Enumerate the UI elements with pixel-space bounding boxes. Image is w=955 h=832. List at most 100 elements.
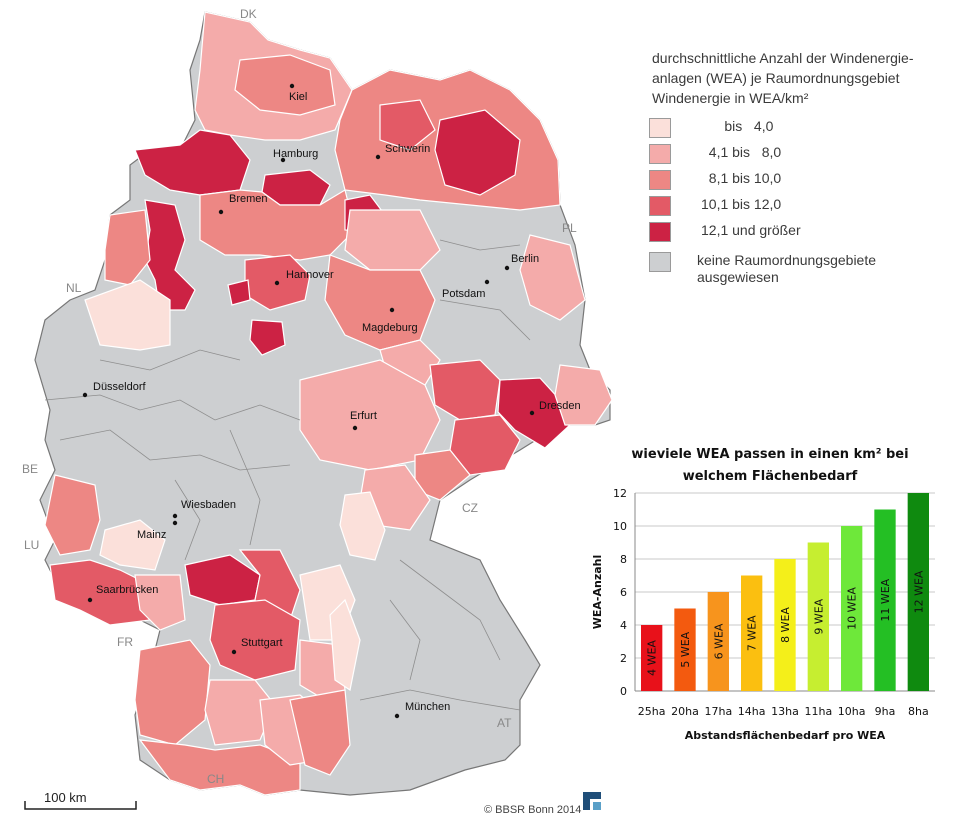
legend-title: durchschnittliche Anzahl der Windenergie… (652, 50, 914, 106)
city-label-wiesbaden: Wiesbaden (181, 499, 236, 511)
city-label-berlin: Berlin (511, 253, 539, 265)
city-label-saarbruecken: Saarbrücken (96, 584, 158, 596)
country-label-be: BE (22, 462, 38, 476)
district-boundaries (44, 239, 531, 711)
bar-label: 10 WEA (846, 587, 859, 630)
region-vorpommern (434, 109, 521, 196)
y-tick-label: 4 (620, 619, 627, 632)
legend-label-2: 4,1 bis 8,0 (701, 144, 782, 160)
x-tick-label: 20ha (671, 705, 699, 718)
city-label-stuttgart: Stuttgart (241, 637, 283, 649)
country-label-fr: FR (117, 635, 133, 649)
y-tick-label: 8 (620, 553, 627, 566)
region-brandenburg-east (519, 234, 586, 321)
region-baden-south (134, 639, 211, 746)
bar (741, 575, 763, 691)
legend-swatch-4 (649, 196, 671, 216)
bar (907, 493, 929, 691)
bar-label: 11 WEA (879, 578, 892, 621)
scalebar-label: 100 km (44, 790, 87, 805)
legend-label-4: 10,1 bis 12,0 (701, 196, 782, 212)
legend-swatch-6 (649, 252, 671, 272)
region-hochrhein (138, 739, 301, 796)
city-label-potsdam: Potsdam (442, 288, 485, 300)
region-stuttgart (209, 599, 301, 681)
region-mainz (99, 519, 166, 571)
region-layer (44, 11, 613, 796)
legend-swatch-5 (649, 222, 671, 242)
city-label-hannover: Hannover (286, 269, 334, 281)
scalebar (24, 801, 137, 810)
x-tick-label: 25ha (638, 705, 666, 718)
copyright-text: © BBSR Bonn 2014 (484, 804, 582, 816)
bar (807, 542, 829, 691)
city-label-schwerin: Schwerin (385, 143, 430, 155)
bar-label: 5 WEA (679, 631, 692, 667)
legend-label-6: keine Raumordnungsgebiete ausgewiesen (697, 252, 877, 285)
country-label-ch: CH (207, 772, 224, 786)
city-label-mainz: Mainz (137, 529, 166, 541)
bar (874, 509, 896, 691)
region-oberlausitz (554, 364, 613, 426)
region-kiel (234, 54, 336, 116)
country-label-dk: DK (240, 7, 257, 21)
legend-label-1: bis 4,0 (701, 118, 774, 134)
y-tick-label: 10 (613, 520, 627, 533)
bar (707, 592, 729, 691)
region-schwarzwald (204, 679, 276, 746)
city-label-bremen: Bremen (229, 193, 268, 205)
city-label-erfurt: Erfurt (350, 410, 377, 422)
x-tick-label: 13ha (771, 705, 799, 718)
y-axis-title: WEA-Anzahl (591, 555, 604, 630)
legend-label-3: 8,1 bis 10,0 (701, 170, 782, 186)
x-tick-label: 11ha (804, 705, 832, 718)
x-tick-label: 9ha (875, 705, 896, 718)
country-label-nl: NL (66, 281, 82, 295)
city-label-kiel: Kiel (289, 91, 307, 103)
region-hildesheim (249, 319, 286, 356)
chart-title: wieviele WEA passen in einen km² bei wel… (631, 447, 909, 484)
region-lower-bavaria-pale (329, 598, 361, 691)
legend-label-5: 12,1 und größer (701, 222, 801, 238)
region-schwerin (379, 99, 436, 151)
city-label-magdeburg: Magdeburg (362, 322, 418, 334)
city-dots (82, 83, 535, 719)
y-tick-label: 6 (620, 586, 627, 599)
legend-swatch-1 (649, 118, 671, 138)
x-tick-label: 8ha (908, 705, 929, 718)
region-north-west-coast (134, 129, 251, 196)
country-label-cz: CZ (462, 501, 478, 515)
bar-label: 7 WEA (746, 615, 759, 651)
bar (774, 559, 796, 691)
bar-label: 4 WEA (646, 640, 659, 676)
country-label-lu: LU (24, 538, 39, 552)
city-label-muenchen: München (405, 701, 450, 713)
x-tick-label: 17ha (704, 705, 732, 718)
bbsr-logo (583, 792, 601, 810)
region-cuxhaven (227, 279, 251, 306)
region-palatinate-south (134, 574, 186, 631)
city-label-hamburg: Hamburg (273, 148, 318, 160)
y-tick-label: 2 (620, 652, 627, 665)
bar (674, 608, 696, 691)
region-west-franconia (339, 491, 386, 561)
y-tick-label: 12 (613, 487, 627, 500)
city-label-dresden: Dresden (539, 400, 581, 412)
region-allgaeu (289, 689, 351, 776)
region-rhineland-pfalz-north (44, 474, 101, 556)
region-westphalia-pale (84, 279, 171, 351)
bar (841, 526, 863, 691)
bar-label: 12 WEA (912, 570, 925, 613)
bar (641, 625, 663, 691)
country-label-pl: PL (562, 221, 577, 235)
bar-label: 9 WEA (812, 598, 825, 634)
legend-swatch-2 (649, 144, 671, 164)
y-tick-label: 0 (620, 685, 627, 698)
legend-swatch-3 (649, 170, 671, 190)
city-label-duesseldorf: Düsseldorf (93, 381, 147, 393)
x-tick-label: 14ha (738, 705, 766, 718)
x-axis-title: Abstandsflächenbedarf pro WEA (685, 729, 886, 742)
country-label-at: AT (497, 716, 512, 730)
bar-label: 8 WEA (779, 607, 792, 643)
